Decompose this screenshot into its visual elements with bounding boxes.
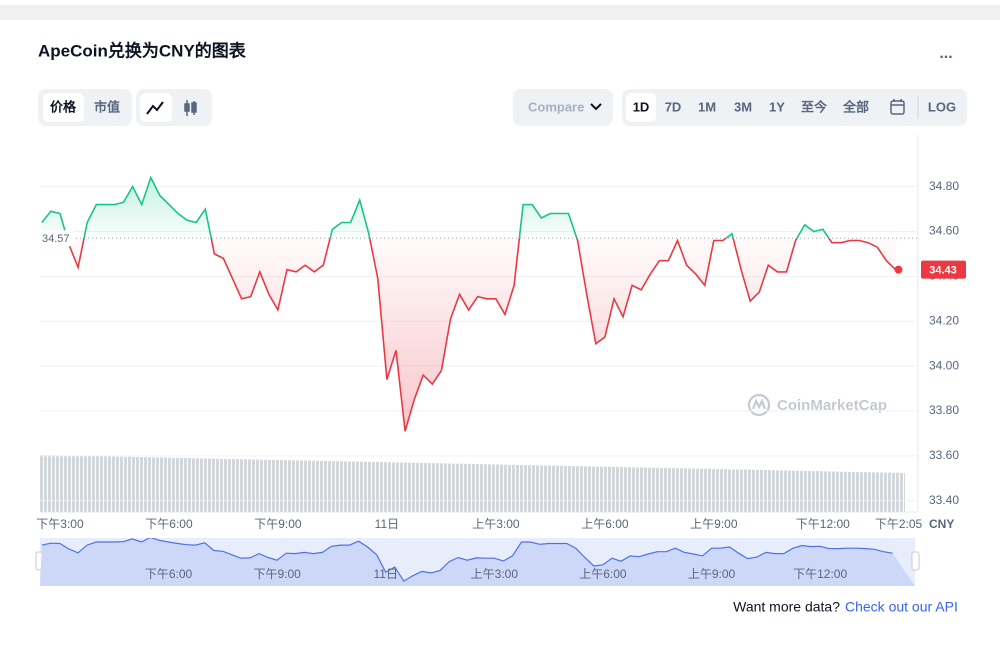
tab[interactable]: 价格	[50, 99, 77, 114]
range[interactable]: 1D	[633, 99, 650, 114]
x-tick-label: 下午2:05	[875, 517, 923, 531]
nav-tick-label: 下午9:00	[253, 567, 301, 581]
tab[interactable]: 市值	[94, 99, 120, 114]
x-tick-label: 上午3:00	[472, 517, 520, 531]
nav-tick-label: 11日	[373, 567, 397, 581]
top-strip	[0, 5, 1000, 20]
footer-text: Want more data?	[733, 599, 840, 615]
y-tick-label: 33.80	[929, 403, 959, 417]
y-tick-label: 34.00	[929, 358, 959, 372]
nav-tick-label: 下午12:00	[793, 567, 847, 581]
nav-area	[40, 538, 915, 586]
compare-label: Compare	[528, 99, 584, 114]
watermark	[747, 393, 771, 417]
nav-tick-label: 下午6:00	[145, 567, 193, 581]
range[interactable]: 至今	[801, 99, 828, 114]
x-tick-label: 11日	[375, 517, 399, 531]
api-link[interactable]: Check out our API	[845, 599, 958, 615]
last-price-label: 34.43	[929, 265, 957, 277]
y-tick-label: 34.80	[929, 179, 959, 193]
x-tick-label: 上午9:00	[690, 517, 738, 531]
compare-button[interactable]	[513, 89, 613, 126]
x-tick-label: 下午6:00	[145, 517, 193, 531]
x-tick-label: 下午12:00	[796, 517, 850, 531]
range[interactable]: 全部	[842, 99, 869, 114]
line-button[interactable]	[140, 93, 172, 122]
menu[interactable]: ...	[939, 45, 952, 62]
range-group	[622, 89, 967, 126]
baseline-label-bg	[40, 230, 74, 247]
last-price-box	[921, 260, 966, 279]
range[interactable]: 3M	[734, 99, 752, 114]
range[interactable]: 1M	[698, 99, 716, 114]
log-toggle[interactable]: LOG	[928, 99, 956, 114]
nav-line	[41, 538, 893, 582]
y-tick-label: 34.20	[929, 313, 959, 327]
y-unit: CNY	[929, 517, 954, 531]
x-tick-label: 下午9:00	[254, 517, 302, 531]
watermark-text: CoinMarketCap	[777, 397, 887, 414]
calendar-icon[interactable]	[890, 99, 905, 115]
line-icon	[146, 101, 164, 115]
baseline-label: 34.57	[42, 233, 70, 245]
price-line-above	[41, 175, 830, 239]
range-selected	[626, 93, 656, 122]
price-line-below	[66, 238, 897, 432]
range[interactable]: 1Y	[769, 99, 785, 114]
nav-tick-label: 上午6:00	[579, 567, 627, 581]
chevron	[590, 103, 602, 111]
y-tick-label: 34.60	[929, 224, 959, 238]
nav-tick-label: 上午3:00	[471, 567, 519, 581]
last-point	[894, 265, 903, 274]
nav-tick-label: 上午9:00	[688, 567, 736, 581]
x-tick-label: 下午3:00	[36, 517, 84, 531]
tab-selected	[43, 93, 84, 122]
x-tick-label: 上午6:00	[581, 517, 629, 531]
nav-handle[interactable]	[911, 551, 920, 571]
chart-title: ApeCoin兑换为CNY的图表	[38, 40, 247, 60]
volume-bars	[40, 455, 905, 512]
area-below	[67, 238, 896, 432]
area-above	[41, 177, 896, 239]
y-tick-label: 33.40	[929, 493, 959, 507]
y-tick-label: 33.60	[929, 448, 959, 462]
range[interactable]: 7D	[665, 99, 682, 114]
candle-icon[interactable]	[184, 100, 197, 116]
